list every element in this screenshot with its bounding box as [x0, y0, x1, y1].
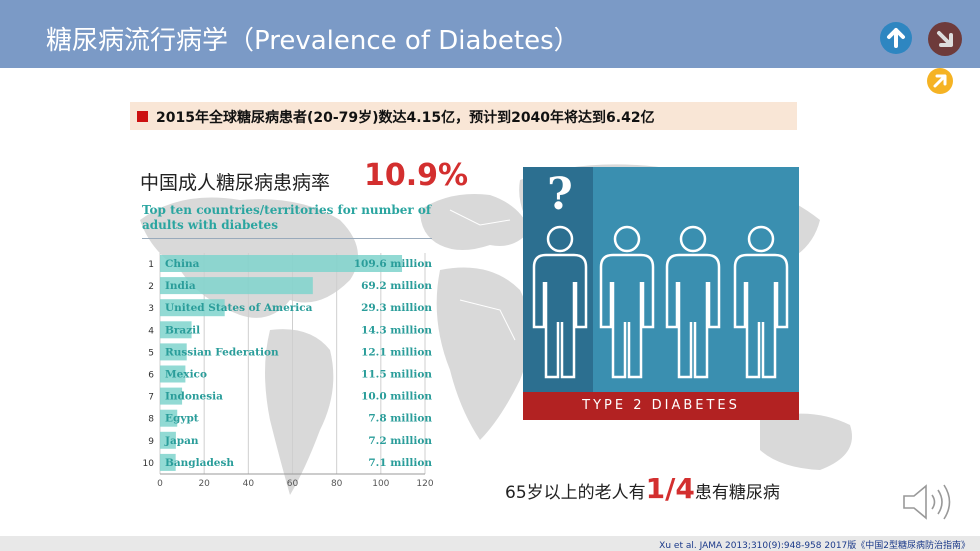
- x-tick-100: 100: [372, 479, 389, 489]
- elderly-statement: 65岁以上的老人有1/4患有糖尿病: [505, 472, 780, 505]
- bar-rank-9: 10: [143, 459, 155, 469]
- bar-rank-1: 2: [148, 282, 154, 292]
- people-figures-icon: [532, 225, 789, 379]
- x-tick-0: 0: [157, 479, 163, 489]
- bullet-square-icon: [137, 111, 148, 122]
- bar-label-2: United States of America: [165, 302, 313, 314]
- elderly-prefix: 65岁以上的老人有: [505, 483, 646, 503]
- chart-title: Top ten countries/territories for number…: [142, 203, 432, 232]
- bar-label-8: Japan: [164, 435, 199, 447]
- bar-value-1: 69.2 million: [361, 280, 432, 292]
- arrow-up-right-icon: [933, 74, 947, 88]
- bar-1: [160, 277, 313, 295]
- bar-value-3: 14.3 million: [361, 324, 432, 336]
- bar-5: [160, 365, 186, 383]
- bar-7: [160, 409, 178, 427]
- bar-3: [160, 321, 192, 339]
- x-tick-20: 20: [198, 479, 210, 489]
- bar-value-6: 10.0 million: [361, 391, 432, 403]
- prevalence-value: 10.9%: [364, 158, 469, 193]
- bar-rank-2: 3: [148, 304, 154, 314]
- bar-rank-7: 8: [148, 415, 154, 425]
- bar-2: [160, 299, 225, 317]
- headline-banner: 2015年全球糖尿病患者(20-79岁)数达4.15亿，预计到2040年将达到6…: [130, 102, 797, 130]
- bar-value-7: 7.8 million: [368, 413, 432, 425]
- bar-value-8: 7.2 million: [368, 435, 432, 447]
- slide-header: 糖尿病流行病学（Prevalence of Diabetes）: [0, 0, 980, 68]
- chart-title-divider: [142, 238, 432, 239]
- nav-up-button[interactable]: [880, 22, 912, 54]
- type2-diabetes-illustration: ? TYPE 2 DIABETES: [523, 167, 799, 420]
- x-tick-60: 60: [287, 479, 299, 489]
- bar-label-7: Egypt: [165, 413, 199, 425]
- bar-label-5: Mexico: [165, 369, 207, 381]
- type2-diabetes-band: TYPE 2 DIABETES: [523, 392, 799, 420]
- chart-x-ticks: 0 20 40 60 80 100 120: [157, 473, 434, 489]
- bar-value-5: 11.5 million: [361, 369, 432, 381]
- bar-9: [160, 453, 176, 471]
- question-mark: ?: [547, 169, 573, 220]
- bar-rank-0: 1: [148, 260, 154, 270]
- nav-next-button[interactable]: [927, 68, 953, 94]
- bar-8: [160, 431, 176, 449]
- footer-bar: [0, 536, 980, 551]
- bar-label-0: China: [165, 258, 200, 270]
- bar-rank-3: 4: [148, 326, 154, 336]
- bar-rank-4: 5: [148, 348, 154, 358]
- x-tick-80: 80: [331, 479, 343, 489]
- prevalence-label: 中国成人糖尿病患病率: [140, 172, 331, 194]
- banner-text: 2015年全球糖尿病患者(20-79岁)数达4.15亿，预计到2040年将达到6…: [156, 110, 655, 126]
- speaker-icon[interactable]: [900, 478, 960, 526]
- bar-label-6: Indonesia: [165, 391, 223, 403]
- bar-value-2: 29.3 million: [361, 302, 432, 314]
- bar-0: [160, 255, 403, 272]
- bar-rank-6: 7: [148, 393, 154, 403]
- bar-value-4: 12.1 million: [361, 346, 432, 358]
- bar-rank-5: 6: [148, 371, 154, 381]
- bar-label-1: India: [165, 280, 196, 292]
- arrow-down-icon: [937, 31, 953, 47]
- bar-label-4: Russian Federation: [165, 346, 279, 358]
- x-tick-120: 120: [416, 479, 433, 489]
- type2-diabetes-label: TYPE 2 DIABETES: [582, 398, 740, 413]
- bar-6: [160, 387, 183, 405]
- bar-rank-8: 9: [148, 437, 154, 447]
- bar-4: [160, 343, 187, 361]
- bar-label-9: Bangladesh: [165, 457, 234, 469]
- bar-value-9: 7.1 million: [368, 457, 432, 469]
- x-tick-40: 40: [243, 479, 255, 489]
- chart-bars: 1 China 109.6 million 2 India 69.2 million 3 Un…: [143, 255, 433, 471]
- bar-label-3: Brazil: [165, 324, 200, 336]
- slide-title: 糖尿病流行病学（Prevalence of Diabetes）: [46, 26, 580, 56]
- nav-down-button[interactable]: [928, 22, 962, 56]
- elderly-suffix: 患有糖尿病: [694, 483, 780, 503]
- arrow-up-icon: [887, 28, 905, 48]
- elderly-fraction: 1/4: [645, 472, 695, 505]
- footer-citation: Xu et al. JAMA 2013;310(9):948-958 2017版…: [659, 541, 970, 551]
- bar-value-0: 109.6 million: [354, 258, 433, 270]
